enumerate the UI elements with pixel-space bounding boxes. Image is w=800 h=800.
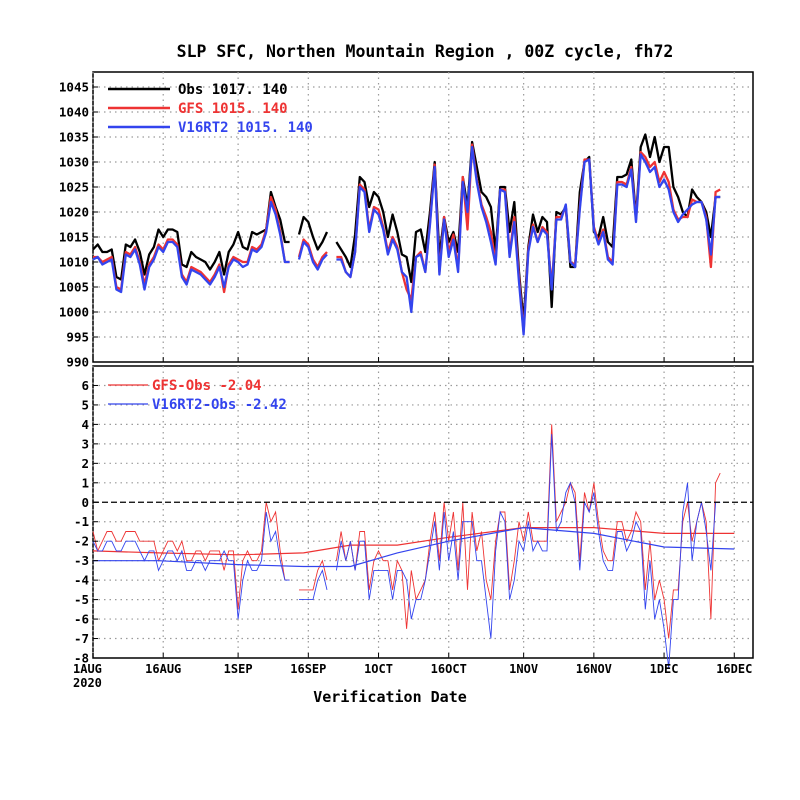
x-tick-label: 16OCT [431, 662, 467, 676]
chart-title: SLP SFC, Northen Mountain Region , 00Z c… [177, 42, 674, 61]
legend-entry: V16RT2-Obs -2.42 [152, 397, 287, 413]
bottom-panel-frame [92, 365, 754, 659]
y-tick-label: 1005 [59, 280, 89, 295]
y-tick-label: -2 [74, 534, 89, 549]
series-line-v16rt2 [92, 145, 721, 336]
grid-layer [92, 72, 753, 658]
x-tick-label: 1OCT [364, 662, 393, 676]
y-tick-label: -4 [74, 573, 89, 588]
y-tick-label: 1020 [59, 205, 89, 220]
legend-entry: GFS-Obs -2.04 [152, 378, 262, 394]
mean-line-gfs-obs [92, 527, 735, 556]
y-tick-label: 1000 [59, 305, 89, 320]
series-line-v16rt2-obs [92, 434, 721, 668]
y-tick-label: 990 [66, 355, 89, 370]
y-tick-label: 1040 [59, 105, 89, 120]
y-tick-label: -3 [74, 553, 89, 568]
y-tick-label: -6 [74, 612, 89, 627]
y-tick-label: -7 [74, 631, 89, 646]
x-tick-label: 1DEC [650, 662, 679, 676]
y-tick-label: 1 [81, 475, 89, 490]
y-tick-label: -5 [74, 592, 89, 607]
y-tick-label: 5 [81, 397, 89, 412]
series-line-obs [92, 133, 721, 324]
legend-layer: Obs 1017. 140 GFS 1015. 140 V16RT2 1015. 1… [108, 82, 313, 413]
series-line-gfs-obs [92, 424, 721, 639]
x-tick-label: 1AUG [73, 662, 102, 676]
y-tick-label: 3 [81, 436, 89, 451]
y-tick-label: 1015 [59, 230, 89, 245]
x-tick-label: 16AUG [145, 662, 181, 676]
legend-entry: V16RT2 1015. 140 [178, 120, 313, 136]
x-axis-label: Verification Date [313, 688, 467, 706]
x-tick-label: 16NOV [576, 662, 612, 676]
y-tick-label: 4 [81, 417, 89, 432]
legend-entry: GFS 1015. 140 [178, 101, 288, 117]
y-tick-label: 995 [66, 330, 89, 345]
top-panel-frame [92, 71, 754, 363]
mean-line-v16rt2-obs [93, 526, 735, 568]
y-tick-label: 1035 [59, 130, 89, 145]
y-tick-label: 1010 [59, 255, 89, 270]
y-tick-label: 1030 [59, 155, 89, 170]
series-layer [92, 133, 735, 668]
y-tick-label: 6 [81, 378, 89, 393]
y-tick-label: 1045 [59, 80, 89, 95]
x-tick-label: 1NOV [509, 662, 538, 676]
y-tick-label: 2 [81, 456, 89, 471]
y-tick-label: -1 [74, 514, 89, 529]
x-tick-label: 1SEP [224, 662, 253, 676]
x-tick-label: 16SEP [290, 662, 326, 676]
y-tick-label: 0 [81, 495, 89, 510]
legend-entry: Obs 1017. 140 [178, 82, 288, 98]
y-tick-label: 1025 [59, 180, 89, 195]
x-tick-sublabel: 2020 [73, 676, 102, 690]
y-tick-label: -8 [74, 651, 89, 666]
x-tick-label: 16DEC [716, 662, 752, 676]
